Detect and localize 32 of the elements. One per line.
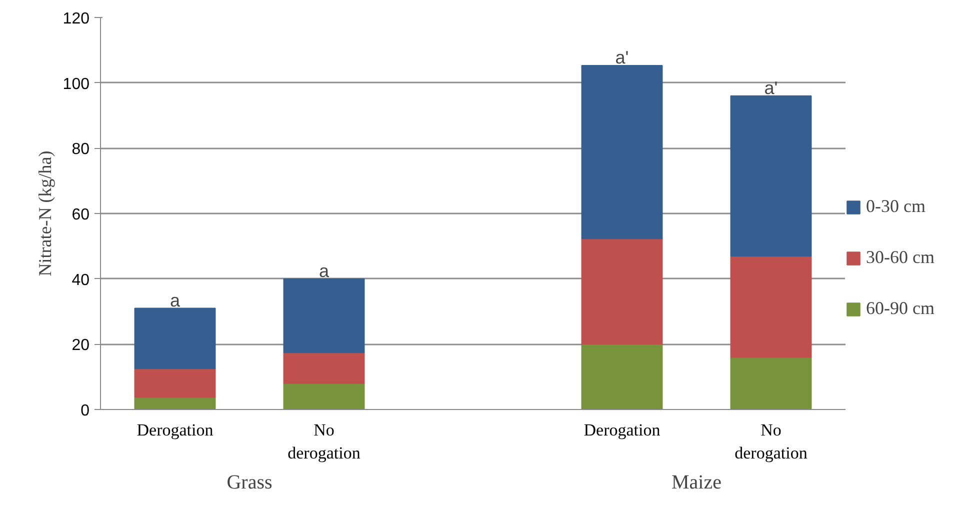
bar xyxy=(134,308,216,370)
y-tick-label: 60 xyxy=(72,206,90,224)
legend-label: 30-60 cm xyxy=(866,247,934,268)
y-tick-label: 40 xyxy=(72,272,90,289)
y-axis-title: Nitrate-N (kg/ha) xyxy=(34,150,55,276)
bar xyxy=(730,255,812,358)
y-tick-label: 0 xyxy=(80,402,90,420)
annotation: a xyxy=(170,290,181,311)
bar xyxy=(581,65,663,240)
x-tick-label: Derogation xyxy=(136,420,214,440)
bar xyxy=(134,368,216,398)
bar xyxy=(283,382,365,410)
text: Maize xyxy=(672,472,722,494)
bar xyxy=(581,344,663,410)
bar xyxy=(730,356,812,410)
legend-label: 0-30 cm xyxy=(866,196,926,217)
annotation: a' xyxy=(615,48,629,68)
legend-label: 60-90 cm xyxy=(866,298,934,319)
bar xyxy=(730,95,812,256)
y-tick-label: 80 xyxy=(72,141,90,158)
bar xyxy=(283,278,365,354)
annotation: a' xyxy=(764,78,778,98)
bar xyxy=(283,352,365,384)
y-tick-label: 100 xyxy=(62,76,90,93)
x-tick-label: No derogation xyxy=(288,420,361,462)
text: Grass xyxy=(226,472,272,494)
x-tick-label: No derogation xyxy=(734,420,808,462)
annotation: a xyxy=(318,260,330,281)
bar xyxy=(581,238,663,345)
y-tick-label: 120 xyxy=(62,10,90,28)
x-tick-label: Derogation xyxy=(584,420,661,440)
y-tick-label: 20 xyxy=(72,337,90,354)
